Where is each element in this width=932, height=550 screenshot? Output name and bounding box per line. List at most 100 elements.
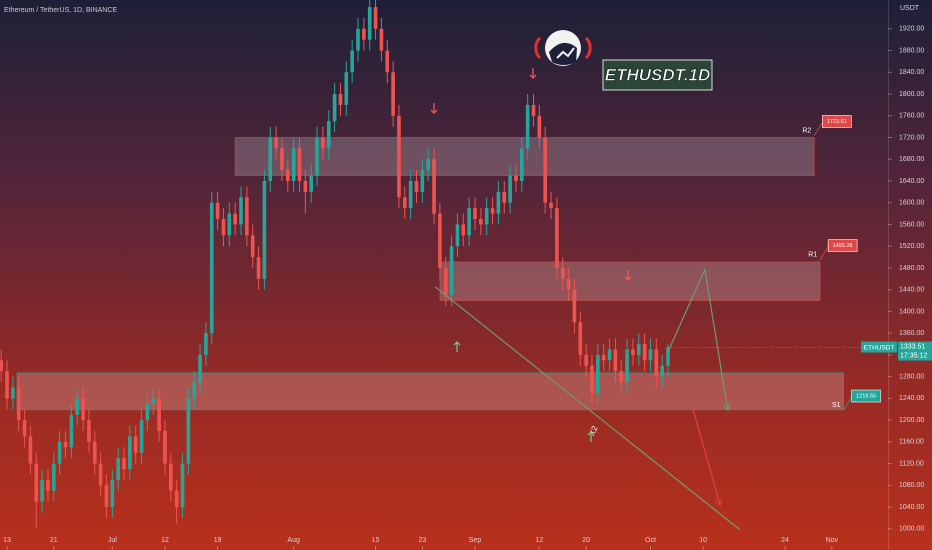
candle-body <box>373 7 378 29</box>
down-arrow <box>430 103 438 114</box>
candle-body <box>215 202 220 220</box>
candle-body <box>631 349 635 355</box>
y-tick-label: 1280.00 <box>899 373 924 380</box>
candle-body <box>590 365 594 393</box>
down-arrow <box>624 270 632 281</box>
candle-body <box>233 213 237 225</box>
y-tick-label: 1560.00 <box>899 221 924 228</box>
candle-body <box>256 257 261 279</box>
candle-body <box>157 398 161 431</box>
candle-body <box>81 398 85 421</box>
candle-body <box>139 420 144 453</box>
badge-box <box>602 59 713 91</box>
x-tick-label: 24 <box>781 537 789 544</box>
candle-body <box>537 115 542 138</box>
candle-body <box>467 208 471 236</box>
y-tick-label: 1800.00 <box>899 91 924 98</box>
candle-body <box>198 354 202 383</box>
candle-body <box>666 347 670 366</box>
candle-body <box>560 267 565 279</box>
candle-body <box>163 430 167 464</box>
logo-wave <box>534 36 542 60</box>
candle-body <box>496 191 501 214</box>
candle-body <box>0 360 3 372</box>
symbol-tag-box <box>861 341 897 353</box>
candle-body <box>204 333 208 355</box>
candle-body <box>338 94 343 105</box>
y-tick-label: 1480.00 <box>899 265 924 272</box>
candle-body <box>619 371 624 383</box>
x-tick-label: 13 <box>3 537 11 544</box>
y-tick-label: 1640.00 <box>899 178 924 185</box>
candle-body <box>443 267 448 296</box>
candle-body <box>104 485 109 508</box>
candle-body <box>607 349 612 361</box>
candle-body <box>110 479 115 508</box>
logo-face <box>549 42 577 65</box>
candle-body <box>636 344 641 355</box>
candle-body <box>52 463 56 491</box>
candle-body <box>250 235 255 258</box>
zone-label: S1 <box>832 402 841 409</box>
candle-body <box>297 148 302 181</box>
badge: ETHUSDT.1D <box>602 59 713 91</box>
candle-body <box>116 458 120 480</box>
candle-body <box>420 170 425 192</box>
candle-body <box>625 349 629 383</box>
candle-body <box>408 180 413 209</box>
x-tick-label: Oct <box>645 537 656 544</box>
candle-body <box>519 148 524 181</box>
candle-body <box>525 104 530 149</box>
candle-body <box>508 175 512 203</box>
y-tick-label: 1440.00 <box>899 287 924 294</box>
candle-body <box>46 479 50 491</box>
candle-body <box>315 137 319 176</box>
candle-body <box>379 28 384 51</box>
candle-body <box>28 436 33 464</box>
axis-layer: 1000.00 1040.00 1080.00 1120.00 1160.00 1200.… <box>3 26 932 550</box>
candle-body <box>227 213 232 236</box>
last-price-label: 1333.51 <box>900 343 925 350</box>
y-tick-label: 1360.00 <box>899 330 924 337</box>
logo <box>534 30 592 66</box>
y-tick-label: 1400.00 <box>899 308 924 315</box>
y-tick-label: 1520.00 <box>899 243 924 250</box>
candle-body <box>174 490 179 508</box>
zone-label: R2 <box>802 127 811 134</box>
candle-body <box>291 148 296 181</box>
candle-body <box>274 137 278 149</box>
x-tick-label: 12 <box>535 537 543 544</box>
candle-body <box>402 197 407 209</box>
y-tick-label: 1920.00 <box>899 26 924 33</box>
trend-drawing <box>434 286 741 531</box>
candle-body <box>209 202 214 334</box>
candle-body <box>180 463 185 508</box>
zone-tag-box <box>821 115 852 128</box>
candle-body <box>502 191 507 203</box>
zone <box>234 137 815 176</box>
countdown: 17:35:12 <box>900 352 927 359</box>
symbol-tag: ETHUSDT <box>864 344 895 351</box>
y-tick-label: 1040.00 <box>899 504 924 511</box>
candle-body <box>303 180 308 192</box>
x-tick-label: 10 <box>699 537 707 544</box>
candle-body <box>169 463 173 491</box>
candle-body <box>414 180 419 192</box>
candle-body <box>16 387 21 421</box>
candle-body <box>479 219 483 225</box>
y-tick-label: 1200.00 <box>899 417 924 424</box>
candle-body <box>490 208 495 214</box>
candle-body <box>69 414 74 448</box>
chart-title: Ethereum / TetherUS, 1D, BINANCE <box>4 7 117 14</box>
candle-body <box>344 72 349 105</box>
candle-body <box>186 398 191 464</box>
candle-body <box>654 349 659 377</box>
candle-body <box>584 354 588 366</box>
zone-tag-leader <box>813 122 823 136</box>
candle-body <box>473 208 477 220</box>
candle-body <box>648 349 653 361</box>
annotation: X2 <box>587 424 600 437</box>
y-tick-label: 1000.00 <box>899 526 924 533</box>
y-tick-label: 1160.00 <box>899 439 924 446</box>
